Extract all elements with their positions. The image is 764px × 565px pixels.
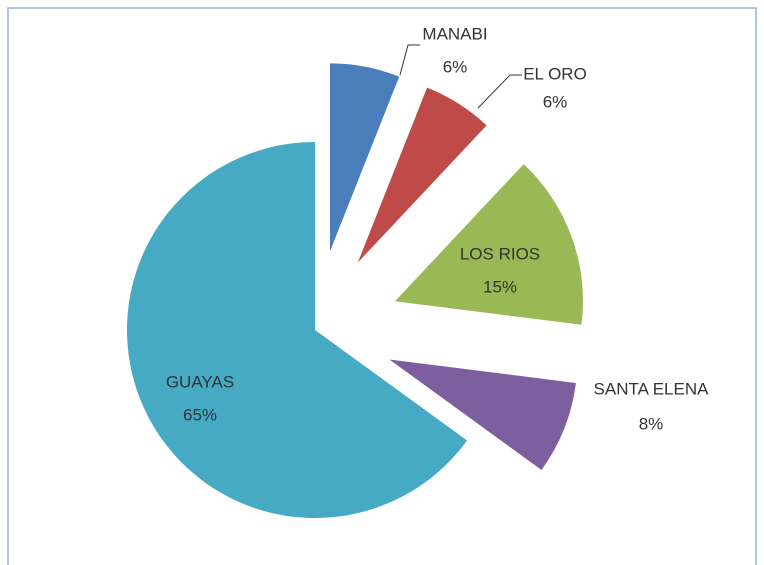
pie-slice (126, 142, 468, 518)
pie-slice (357, 87, 487, 263)
slice-label: LOS RIOS (460, 244, 540, 263)
slice-value-label: 8% (639, 414, 664, 433)
pie-slice (389, 359, 576, 470)
pie-slice (394, 164, 583, 325)
pie-slice (329, 63, 400, 252)
slice-label: SANTA ELENA (594, 379, 710, 398)
slice-value-label: 65% (183, 405, 217, 424)
slice-value-label: 15% (483, 277, 517, 296)
leader-line (399, 44, 420, 76)
slice-label: GUAYAS (166, 372, 234, 391)
leader-line (477, 74, 522, 109)
slice-label: EL ORO (523, 64, 587, 83)
slice-label: MANABI (422, 24, 487, 43)
slice-value-label: 6% (543, 92, 568, 111)
slice-value-label: 6% (443, 57, 468, 76)
